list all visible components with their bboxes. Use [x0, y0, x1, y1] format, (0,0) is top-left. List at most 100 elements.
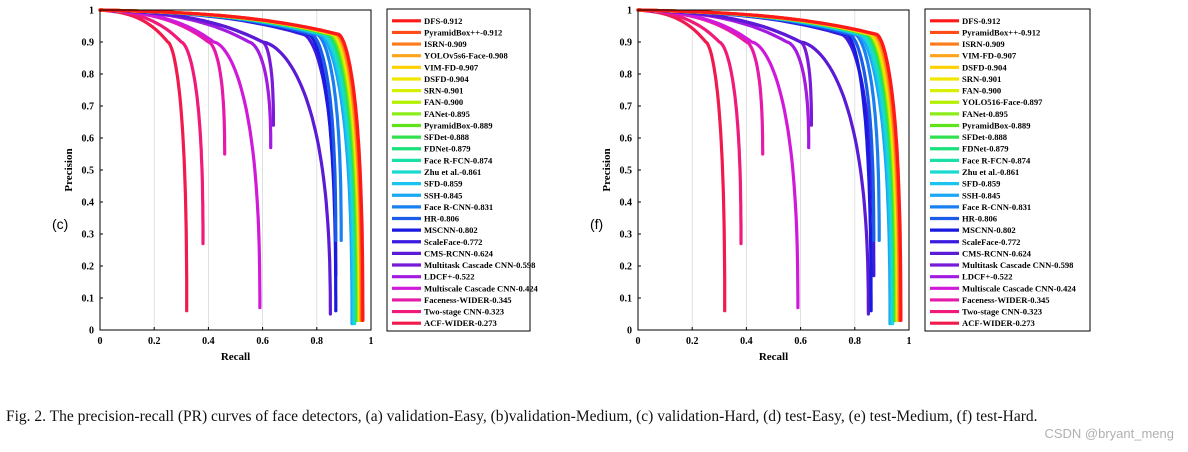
panel-c-ytick-label: 0.2	[82, 262, 95, 273]
pr-curves-figure: (c) 0 0.2 0.4 0.6 0.8 1 0 0.1 0.2 0.3 0.4 0.5 0.6 0.7 0…	[52, 6, 1091, 364]
panel-c-legend-entry: ISRN-0.909	[424, 39, 467, 49]
panel-c-legend-entry: SRN-0.901	[424, 86, 463, 96]
panel-f-xtick-label: 0.8	[849, 336, 862, 347]
panel-c-series-line	[98, 8, 365, 322]
panel-c-legend-entry: Faceness-WIDER-0.345	[424, 295, 512, 305]
panel-f-legend-entry: Face R-CNN-0.831	[962, 202, 1031, 212]
panel-c-legend-entry: SFD-0.859	[424, 179, 462, 189]
panel-c-legend-entry: Two-stage CNN-0.323	[424, 307, 504, 317]
panel-f-legend-entry: LDCF+-0.522	[962, 272, 1013, 282]
panel-f-legend-entry: Faceness-WIDER-0.345	[962, 295, 1050, 305]
panel-f-legend-entry: PyramidBox-0.889	[962, 120, 1031, 130]
panel-f-series-line	[636, 8, 876, 278]
panel-f-xtick-label: 0.4	[740, 336, 753, 347]
panel-c-series-line	[98, 8, 338, 278]
panel-f-group: (f) 0 0.2 0.4 0.6 0.8 1 0 0.1 0.2 0.3 0.4 0.5 0.6 0.7 0…	[590, 6, 1091, 363]
panel-f-x-axis-label: Recall	[759, 351, 788, 363]
figure-caption: Fig. 2. The precision-recall (PR) curves…	[6, 408, 1038, 425]
panel-f-ytick-label: 0.5	[620, 166, 633, 177]
panel-f-legend-entry: VIM-FD-0.907	[962, 51, 1017, 61]
panel-f-series-line	[636, 8, 893, 326]
panel-f-series-line	[636, 8, 800, 310]
panel-c-legend-entry: PyramidBox-0.889	[424, 120, 493, 130]
panel-f-legend-entry: YOLO516-Face-0.897	[962, 97, 1043, 107]
panel-f-ytick-label: 0.4	[620, 198, 633, 209]
panel-f-legend-entry: CMS-RCNN-0.624	[962, 248, 1032, 258]
panel-c-legend-entry: Face R-FCN-0.874	[424, 155, 493, 165]
panel-c-label: (c)	[52, 216, 68, 232]
panel-c-xtick-label: 0	[98, 336, 103, 347]
panel-f-xtick-label: 1	[907, 336, 912, 347]
panel-f-legend-entry: ScaleFace-0.772	[962, 237, 1020, 247]
panel-c-ytick-label: 0.5	[82, 166, 95, 177]
panel-f-legend-entry: FAN-0.900	[962, 86, 1001, 96]
panel-f-legend-entry: HR-0.806	[962, 214, 998, 224]
panel-c-legend-entry: Multitask Cascade CNN-0.598	[424, 260, 536, 270]
panel-f-series-line	[636, 8, 743, 246]
panel-c-ytick-label: 0.9	[82, 38, 95, 49]
panel-f-legend-entry: SSH-0.845	[962, 190, 1000, 200]
panel-c-x-axis-label: Recall	[221, 351, 250, 363]
panel-f-series-line	[636, 8, 811, 150]
panel-f-legend-entry: SRN-0.901	[962, 74, 1001, 84]
panel-c-legend-entry: FDNet-0.879	[424, 144, 471, 154]
panel-c-legend-entry: ScaleFace-0.772	[424, 237, 482, 247]
panel-f-ytick-label: 0.6	[620, 134, 633, 145]
panel-c-xtick-label: 1	[369, 336, 374, 347]
panel-f-legend-entry: Face R-FCN-0.874	[962, 155, 1031, 165]
panel-c-series-line	[98, 8, 355, 326]
panel-f-legend-entry: DSFD-0.904	[962, 62, 1007, 72]
panel-f-legend-entry: Two-stage CNN-0.323	[962, 307, 1042, 317]
panel-c-legend-entry: DSFD-0.904	[424, 74, 469, 84]
panel-f-legend-entry: FANet-0.895	[962, 109, 1008, 119]
panel-f-ytick-label: 0.7	[620, 102, 633, 113]
panel-f-series-line	[636, 8, 765, 156]
panel-c-legend-entry: Face R-CNN-0.831	[424, 202, 493, 212]
panel-c-series-line	[98, 8, 354, 326]
panel-c-ytick-label: 0.6	[82, 134, 95, 145]
panel-f-series-line	[636, 8, 903, 322]
panel-c-ytick-label: 0.7	[82, 102, 95, 113]
panel-f-legend-entry: PyramidBox++-0.912	[962, 27, 1040, 37]
panel-c-xtick-label: 0.2	[148, 336, 161, 347]
panel-f-ytick-label: 0	[627, 326, 632, 337]
panel-f-label: (f)	[590, 216, 603, 232]
panel-f-legend-entry: SFD-0.859	[962, 179, 1000, 189]
panel-c-legend-entry: Multiscale Cascade CNN-0.424	[424, 283, 539, 293]
panel-c-xtick-label: 0.8	[311, 336, 324, 347]
panel-c-legend-entry: MSCNN-0.802	[424, 225, 478, 235]
panel-c-legend-entry: FAN-0.900	[424, 97, 463, 107]
panel-c-xtick-label: 0.6	[256, 336, 269, 347]
panel-f-legend-entry: DFS-0.912	[962, 16, 1000, 26]
panel-c-series-line	[98, 8, 273, 150]
panel-f-legend-entry: Multiscale Cascade CNN-0.424	[962, 283, 1077, 293]
panel-c-series-line	[98, 8, 227, 156]
panel-c-legend-entry: CMS-RCNN-0.624	[424, 248, 494, 258]
panel-f-ytick-label: 0.3	[620, 230, 633, 241]
panel-c-legend-entry: HR-0.806	[424, 214, 460, 224]
panel-c-legend-entry: YOLOv5s6-Face-0.908	[424, 51, 508, 61]
panel-c-legend-entry: SSH-0.845	[424, 190, 462, 200]
panel-c-ytick-label: 0	[89, 326, 94, 337]
panel-c-group: (c) 0 0.2 0.4 0.6 0.8 1 0 0.1 0.2 0.3 0.4 0.5 0.6 0.7 0…	[52, 6, 539, 364]
watermark: CSDN @bryant_meng	[1044, 426, 1174, 441]
panel-c-legend-entry: Zhu et al.-0.861	[424, 167, 481, 177]
panel-c-legend-entry: FANet-0.895	[424, 109, 470, 119]
panel-c-xtick-label: 0.4	[202, 336, 215, 347]
panel-c-ytick-label: 0.1	[82, 294, 95, 305]
panel-f-ytick-label: 1	[627, 6, 632, 17]
panel-f-y-axis-label: Precision	[601, 148, 613, 191]
panel-c-series-line	[98, 8, 189, 313]
panel-c-ytick-label: 1	[89, 6, 94, 17]
panel-f-series-line	[636, 8, 892, 326]
panel-f-ytick-label: 0.1	[620, 294, 633, 305]
panel-f-legend-entry: FDNet-0.879	[962, 144, 1009, 154]
panel-c-legend-entry: DFS-0.912	[424, 16, 462, 26]
panel-f-series-line	[636, 8, 727, 313]
panel-f-xtick-label: 0.6	[794, 336, 807, 347]
panel-c-series-line	[98, 8, 205, 246]
panel-f-ytick-label: 0.2	[620, 262, 633, 273]
panel-c-legend-entry: VIM-FD-0.907	[424, 62, 479, 72]
panel-f-legend-entry: Zhu et al.-0.861	[962, 167, 1019, 177]
